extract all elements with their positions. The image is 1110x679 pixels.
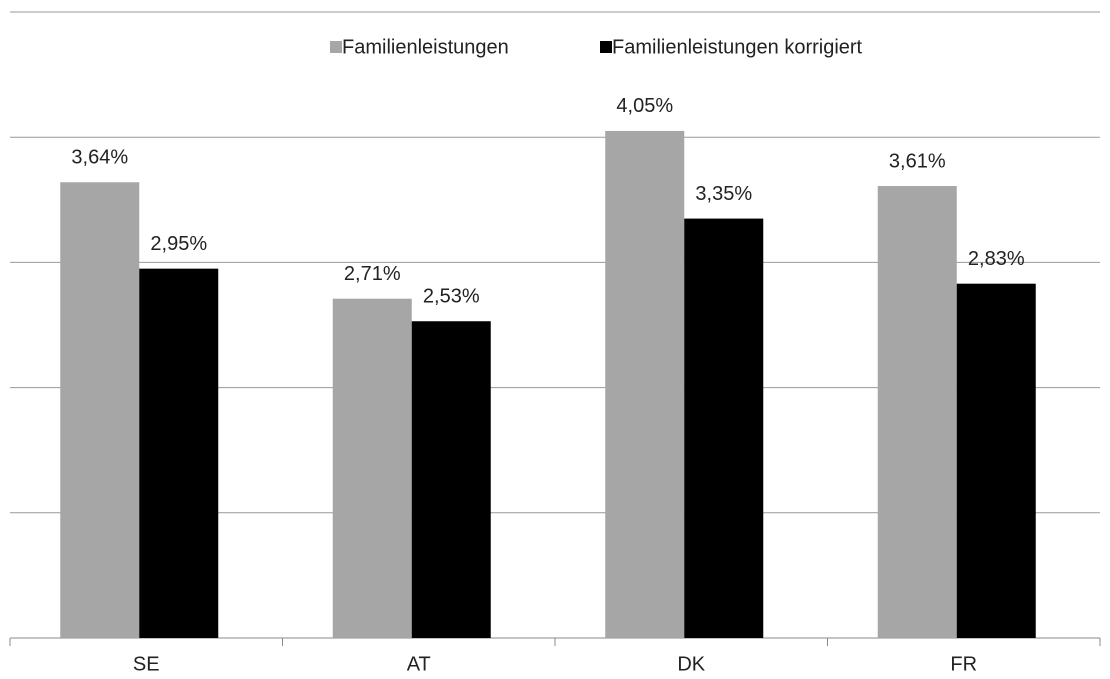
bar: [877, 186, 957, 638]
legend-label: Familienleistungen korrigiert: [612, 36, 863, 58]
value-label: 2,95%: [150, 233, 207, 255]
value-label: 3,61%: [889, 150, 946, 172]
bar: [684, 218, 764, 638]
legend-swatch: [600, 41, 612, 53]
value-label: 2,53%: [423, 286, 480, 308]
legend-swatch: [330, 41, 342, 53]
x-tick-label: AT: [407, 653, 431, 675]
value-label: 3,35%: [695, 183, 752, 205]
bar: [411, 321, 491, 638]
bar: [139, 268, 219, 638]
x-tick-label: SE: [133, 653, 160, 675]
value-label: 2,71%: [344, 263, 401, 285]
bar: [60, 182, 140, 638]
x-tick-label: DK: [677, 653, 705, 675]
bar: [605, 130, 685, 638]
value-label: 4,05%: [616, 95, 673, 117]
bar: [332, 298, 412, 638]
bar: [956, 283, 1036, 638]
legend-label: Familienleistungen: [342, 36, 509, 58]
x-tick-label: FR: [950, 653, 977, 675]
value-label: 3,64%: [71, 147, 128, 169]
value-label: 2,83%: [968, 248, 1025, 270]
